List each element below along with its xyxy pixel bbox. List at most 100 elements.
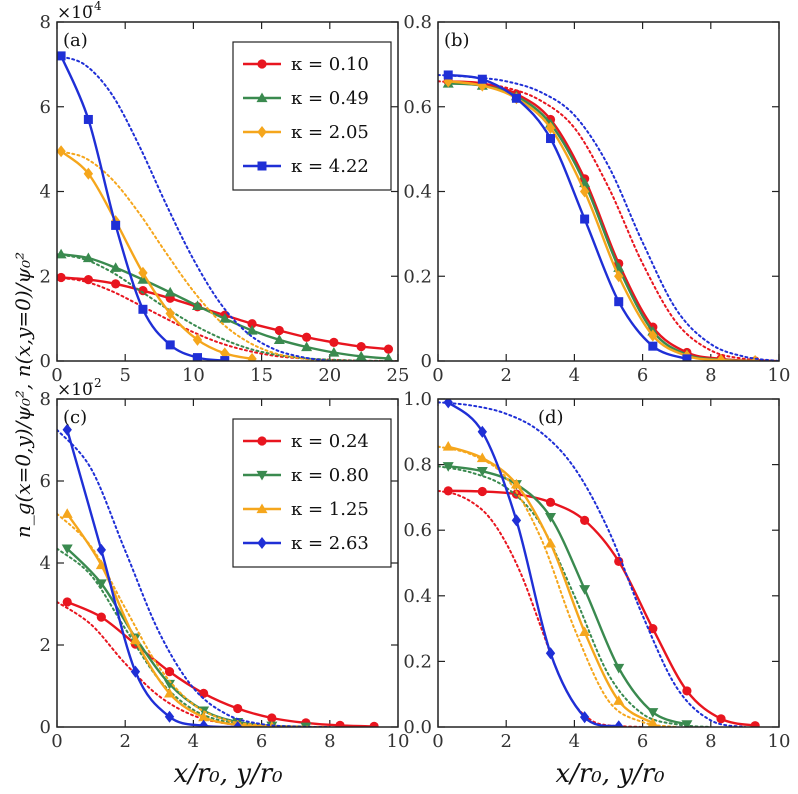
series-orange-point bbox=[579, 185, 590, 198]
y-tick-label: 0.6 bbox=[403, 97, 432, 118]
series-red-point bbox=[580, 515, 590, 525]
series-green-point bbox=[613, 663, 625, 674]
series-green-point bbox=[647, 708, 659, 718]
series-red-point bbox=[267, 713, 277, 723]
x-axis-label-right: x/r₀, y/r₀ bbox=[555, 759, 665, 789]
series-blue-point bbox=[511, 514, 522, 527]
series-green-line bbox=[448, 82, 756, 361]
series-blue-point bbox=[138, 304, 148, 314]
series-orange-point bbox=[476, 452, 488, 463]
series-green-point bbox=[246, 324, 258, 335]
series-blue-dotted-line bbox=[57, 428, 331, 727]
y-tick-label: 0.0 bbox=[403, 717, 432, 738]
series-orange-point bbox=[579, 626, 591, 637]
series-red-point bbox=[302, 332, 312, 342]
series-orange-point bbox=[648, 329, 658, 342]
series-green-point bbox=[82, 252, 94, 263]
series-green-point bbox=[137, 274, 149, 284]
series-green-point bbox=[355, 350, 367, 361]
series-orange-point bbox=[545, 537, 557, 548]
y-scale-exponent: −4 bbox=[84, 0, 102, 13]
series-red-dotted-line bbox=[438, 489, 644, 727]
series-orange-dotted-line bbox=[438, 445, 678, 727]
x-tick-label: 10 bbox=[182, 365, 205, 386]
series-orange-point bbox=[198, 711, 210, 722]
series-orange-point bbox=[138, 266, 148, 279]
series-orange-point bbox=[165, 307, 175, 320]
series-blue-point bbox=[443, 70, 453, 80]
panel-2: 0 2 4 6 8 10 0 0.2 0.4 0.6 0.8 (b) bbox=[403, 12, 790, 386]
series-blue-point bbox=[62, 423, 72, 436]
series-blue-point bbox=[477, 74, 487, 84]
x-tick-label: 8 bbox=[705, 731, 716, 752]
series-orange-dotted-line bbox=[57, 150, 331, 361]
legend-marker-orange bbox=[256, 503, 268, 514]
x-tick-label: 10 bbox=[387, 731, 410, 752]
panel-3: 0 2 4 6 8 10 0 2 4 6 8 ×10−2 (c) κ = 0.24 κ = 0.80 κ = … bbox=[40, 376, 410, 752]
series-red-point bbox=[383, 344, 394, 354]
series-orange-point bbox=[247, 352, 257, 361]
series-orange-point bbox=[510, 478, 522, 489]
legend-marker-orange bbox=[257, 125, 267, 139]
series-blue-point bbox=[111, 220, 121, 230]
x-tick-label: 6 bbox=[637, 365, 648, 386]
series-blue-line bbox=[59, 55, 225, 361]
series-blue-dotted-line bbox=[438, 74, 779, 361]
series-blue-point bbox=[614, 720, 624, 727]
series-blue-point bbox=[580, 214, 590, 224]
x-tick-label: 25 bbox=[387, 365, 410, 386]
x-tick-label: 6 bbox=[637, 731, 648, 752]
y-tick-label: 2 bbox=[40, 266, 51, 287]
legend-marker-green bbox=[256, 92, 268, 103]
series-green-line bbox=[448, 465, 688, 726]
legend-label-green: κ = 0.49 bbox=[291, 88, 369, 109]
y-tick-label: 0.8 bbox=[403, 12, 432, 33]
series-green-point bbox=[61, 544, 73, 555]
series-blue-point bbox=[165, 340, 175, 350]
plot-frame bbox=[437, 21, 780, 362]
series-blue-line bbox=[448, 73, 688, 361]
x-tick-label: 0 bbox=[51, 731, 62, 752]
panel-1: 0 5 10 15 20 25 0 2 4 6 8 ×10−4 (a) κ = 0.10 κ = 0.49 κ… bbox=[40, 0, 410, 386]
y-tick-label: 8 bbox=[40, 389, 51, 410]
x-tick-label: 4 bbox=[188, 731, 199, 752]
x-tick-label: 8 bbox=[705, 365, 716, 386]
legend-marker-blue bbox=[257, 536, 267, 550]
series-red-point bbox=[62, 597, 72, 607]
y-scale-exponent: −2 bbox=[84, 376, 102, 390]
x-tick-label: 10 bbox=[768, 731, 791, 752]
series-blue-point bbox=[192, 353, 202, 361]
legend-label-blue: κ = 4.22 bbox=[291, 156, 369, 177]
series-orange-point bbox=[614, 270, 624, 283]
series-red-point bbox=[648, 624, 658, 634]
y-tick-label: 4 bbox=[40, 182, 51, 203]
x-tick-label: 4 bbox=[569, 731, 580, 752]
y-axis-label: n_g(x=0,y)/ψ₀², n(x,y=0)/ψ₀² bbox=[11, 252, 35, 538]
series-orange-line bbox=[448, 80, 756, 361]
series-orange-point bbox=[61, 508, 73, 518]
series-green-point bbox=[110, 262, 122, 272]
y-tick-label: 0 bbox=[40, 717, 51, 738]
series-green-point bbox=[328, 347, 340, 357]
series-red-point bbox=[164, 667, 175, 677]
x-tick-label: 20 bbox=[318, 365, 341, 386]
series-green-point bbox=[57, 248, 67, 259]
series-orange-point bbox=[192, 333, 203, 346]
series-orange-point bbox=[83, 167, 94, 180]
series-red-line bbox=[66, 600, 375, 727]
plot-area bbox=[438, 399, 760, 727]
series-red-point bbox=[96, 612, 106, 622]
series-red-point bbox=[356, 341, 366, 352]
series-blue-point bbox=[83, 114, 93, 124]
series-blue-point bbox=[511, 93, 521, 103]
legend-marker-red bbox=[257, 59, 267, 69]
series-red-point bbox=[329, 337, 339, 347]
series-blue-point bbox=[648, 341, 658, 351]
plot-area bbox=[57, 51, 398, 361]
series-blue-point bbox=[443, 399, 453, 409]
series-blue-point bbox=[96, 543, 107, 556]
y-tick-label: 8 bbox=[40, 12, 51, 33]
x-tick-label: 5 bbox=[119, 365, 130, 386]
series-green-point bbox=[273, 334, 285, 344]
series-orange-point bbox=[129, 634, 141, 645]
